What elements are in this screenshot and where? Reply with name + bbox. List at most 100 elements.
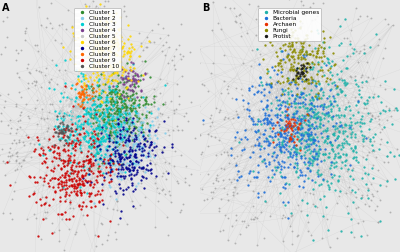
Point	[334, 143, 341, 147]
Point	[272, 65, 278, 69]
Point	[348, 46, 355, 50]
Point	[112, 100, 119, 104]
Point	[302, 53, 309, 57]
Point	[115, 88, 122, 92]
Point	[121, 120, 127, 124]
Point	[293, 40, 300, 44]
Point	[90, 47, 96, 51]
Point	[288, 40, 295, 44]
Point	[80, 126, 86, 130]
Point	[300, 133, 306, 137]
Point	[144, 71, 150, 75]
Point	[322, 138, 328, 142]
Point	[69, 110, 76, 114]
Point	[121, 110, 127, 114]
Point	[123, 129, 130, 133]
Point	[103, 35, 109, 39]
Point	[305, 127, 311, 131]
Point	[123, 118, 130, 122]
Point	[139, 135, 145, 139]
Point	[323, 111, 330, 115]
Point	[80, 94, 87, 98]
Point	[144, 102, 151, 106]
Point	[256, 108, 262, 112]
Point	[106, 90, 113, 94]
Point	[134, 162, 141, 166]
Point	[292, 161, 298, 165]
Point	[122, 131, 128, 135]
Point	[131, 47, 137, 51]
Point	[177, 52, 184, 56]
Point	[174, 181, 181, 185]
Point	[246, 171, 252, 175]
Point	[107, 125, 113, 130]
Point	[116, 123, 122, 127]
Point	[65, 162, 72, 166]
Point	[144, 45, 150, 49]
Point	[254, 119, 261, 123]
Point	[115, 156, 122, 160]
Point	[101, 154, 107, 159]
Point	[288, 126, 295, 130]
Point	[154, 136, 161, 140]
Point	[114, 144, 120, 148]
Point	[251, 143, 258, 147]
Point	[76, 177, 83, 181]
Point	[367, 45, 373, 49]
Point	[116, 128, 123, 132]
Point	[86, 158, 93, 162]
Point	[308, 233, 314, 237]
Point	[364, 188, 371, 193]
Point	[138, 120, 144, 124]
Point	[336, 24, 343, 28]
Point	[302, 156, 308, 160]
Point	[92, 105, 99, 109]
Point	[134, 181, 141, 185]
Point	[79, 127, 85, 131]
Point	[112, 78, 118, 82]
Point	[86, 16, 92, 20]
Point	[110, 167, 117, 171]
Point	[171, 63, 178, 67]
Point	[44, 16, 50, 20]
Point	[98, 188, 105, 192]
Point	[258, 122, 264, 126]
Point	[375, 168, 381, 172]
Point	[45, 139, 52, 143]
Point	[255, 170, 262, 174]
Point	[117, 68, 123, 72]
Point	[105, 144, 112, 148]
Point	[80, 72, 86, 76]
Point	[358, 80, 365, 84]
Point	[276, 61, 282, 65]
Point	[320, 70, 326, 74]
Point	[355, 110, 361, 114]
Point	[306, 127, 312, 131]
Point	[117, 59, 124, 64]
Point	[298, 170, 304, 174]
Point	[355, 17, 361, 21]
Point	[317, 55, 324, 59]
Point	[62, 148, 68, 152]
Point	[289, 213, 296, 217]
Point	[294, 147, 300, 151]
Point	[123, 74, 130, 78]
Point	[114, 120, 120, 124]
Point	[266, 119, 272, 123]
Point	[132, 159, 139, 163]
Point	[118, 209, 124, 213]
Point	[38, 195, 45, 199]
Point	[266, 90, 272, 94]
Point	[50, 127, 57, 131]
Point	[101, 110, 107, 114]
Point	[225, 198, 232, 202]
Point	[297, 25, 303, 29]
Point	[79, 26, 85, 30]
Point	[279, 87, 285, 91]
Point	[324, 134, 330, 138]
Point	[394, 147, 400, 151]
Point	[320, 61, 327, 65]
Point	[120, 67, 127, 71]
Point	[358, 114, 365, 118]
Point	[80, 159, 86, 163]
